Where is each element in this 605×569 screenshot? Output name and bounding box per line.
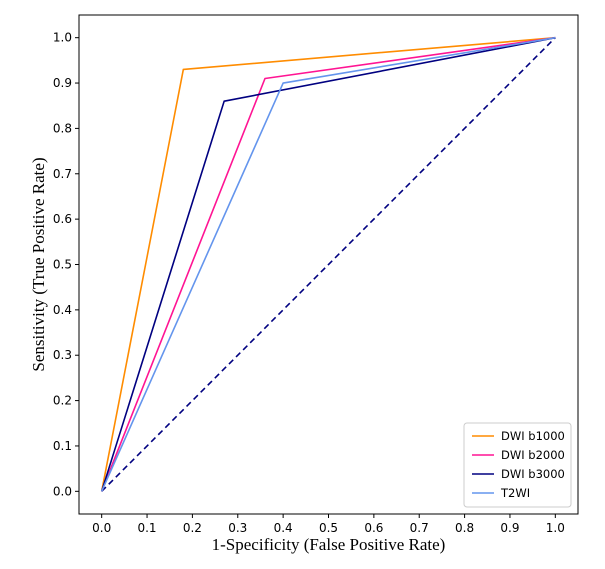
legend-label-dwi-b2000: DWI b2000: [501, 448, 565, 462]
series-line-dwi-b1000: [100, 36, 556, 492]
series-line-dwi-b2000: [100, 36, 556, 492]
y-axis-title: Sensitivity (True Positive Rate): [29, 157, 48, 371]
y-tick-label: 0.1: [53, 439, 72, 453]
y-tick-label: 0.8: [53, 121, 72, 135]
y-tick-label: 0.4: [53, 303, 72, 317]
series-line-dwi-b3000: [100, 36, 556, 492]
lines-layer: [100, 36, 556, 492]
x-tick-label: 0.4: [274, 521, 293, 535]
x-tick-label: 0.2: [183, 521, 202, 535]
x-tick-label: 0.0: [92, 521, 111, 535]
x-tick-label: 0.7: [410, 521, 429, 535]
legend-label-dwi-b3000: DWI b3000: [501, 467, 565, 481]
y-tick-label: 0.7: [53, 167, 72, 181]
legend: DWI b1000 DWI b2000 DWI b3000 T2WI: [463, 422, 572, 508]
x-tick-label: 0.3: [228, 521, 247, 535]
y-tick-label: 0.9: [53, 76, 72, 90]
y-tick-label: 0.3: [53, 348, 72, 362]
y-tick-label: 0.6: [53, 212, 72, 226]
x-tick-label: 0.1: [137, 521, 156, 535]
x-tick-label: 1.0: [546, 521, 565, 535]
x-axis-title: 1-Specificity (False Positive Rate): [212, 535, 446, 554]
x-tick-label: 0.8: [455, 521, 474, 535]
x-tick-label: 0.9: [500, 521, 519, 535]
legend-label-dwi-b1000: DWI b1000: [501, 429, 565, 443]
y-tick-label: 0.0: [53, 484, 72, 498]
y-tick-label: 1.0: [53, 31, 72, 45]
axes-layer: 0.0 0.1 0.2 0.3 0.4 0.5 0.6 0.7 0.8 0.9 1.0 0.0 0.1 0…: [53, 14, 579, 535]
reference-diagonal-line: [101, 37, 556, 492]
x-tick-label: 0.5: [319, 521, 338, 535]
y-tick-label: 0.2: [53, 394, 72, 408]
series-line-t2wi: [100, 36, 556, 492]
y-tick-label: 0.5: [53, 258, 72, 272]
legend-box: [463, 422, 572, 508]
x-tick-label: 0.6: [364, 521, 383, 535]
legend-label-t2wi: T2WI: [500, 486, 530, 500]
